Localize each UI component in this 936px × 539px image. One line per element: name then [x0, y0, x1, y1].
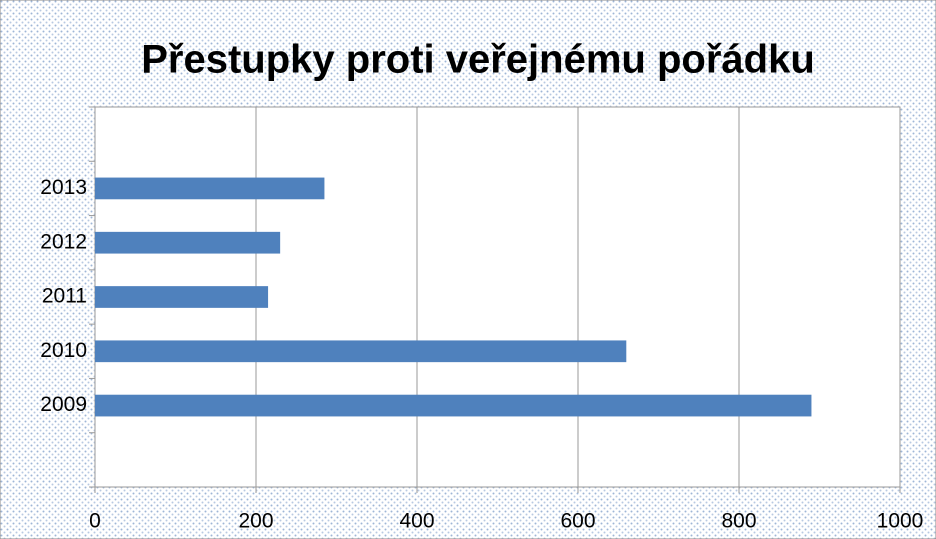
- bar: [95, 231, 281, 254]
- x-tick-label: 800: [721, 510, 756, 533]
- y-tick-label: 2011: [42, 285, 87, 308]
- y-tick-label: 2009: [40, 393, 87, 416]
- x-tick-label: 600: [560, 510, 595, 533]
- chart-title: Přestupky proti veřejnému pořádku: [141, 38, 815, 82]
- bar: [95, 340, 627, 363]
- x-tick-label: 1000: [877, 510, 924, 533]
- x-tick-label: 200: [238, 510, 273, 533]
- y-tick-label: 2012: [40, 230, 87, 253]
- y-tick-label: 2013: [40, 176, 87, 199]
- x-tick-label: 0: [89, 510, 101, 533]
- x-tick-label: 400: [399, 510, 434, 533]
- bar: [95, 286, 269, 308]
- y-tick-label: 2010: [40, 339, 87, 362]
- bar: [95, 177, 325, 200]
- bar: [95, 394, 812, 417]
